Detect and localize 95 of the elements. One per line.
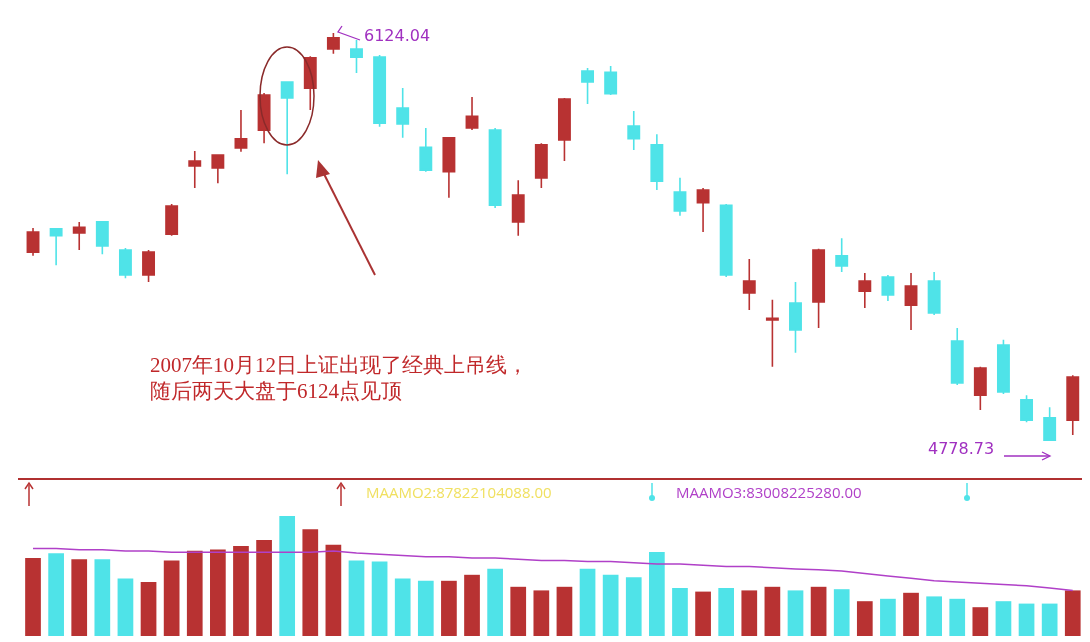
bar (625, 577, 642, 636)
bar (25, 558, 41, 636)
candlestick (742, 258, 756, 311)
bar (256, 540, 272, 636)
bar (325, 544, 342, 636)
bar (464, 574, 480, 636)
bar (1018, 603, 1035, 636)
candlestick (326, 32, 340, 55)
candlestick (488, 127, 502, 209)
candlestick (835, 237, 849, 273)
bar (649, 552, 665, 636)
candlestick (442, 136, 456, 199)
candlestick (465, 96, 479, 131)
candlestick (49, 228, 63, 266)
candlestick (1066, 374, 1080, 436)
candlestick (419, 127, 433, 173)
candlestick (604, 65, 618, 96)
candlestick (95, 221, 109, 255)
bar (48, 553, 64, 636)
bar (394, 578, 411, 636)
candlestick (927, 271, 941, 316)
bar (764, 586, 781, 636)
annotation: 6124.04 (364, 26, 431, 45)
candlestick (557, 97, 571, 162)
candlestick (373, 54, 387, 128)
candlestick (858, 272, 872, 309)
bar (186, 550, 203, 636)
bar (210, 549, 226, 636)
candlestick (650, 133, 664, 191)
candlestick (1043, 406, 1057, 442)
candlestick (280, 81, 294, 175)
bar (972, 607, 989, 636)
candlestick (627, 110, 641, 151)
candlestick (72, 221, 86, 251)
candlestick (812, 248, 826, 329)
bar (880, 598, 896, 636)
bar (903, 592, 919, 636)
annotation: 4778.73 (928, 439, 995, 458)
bar (487, 568, 503, 636)
candlestick (511, 179, 525, 237)
candlestick (188, 150, 202, 189)
bar (233, 546, 249, 636)
bar (302, 529, 319, 636)
candlestick (904, 272, 918, 331)
bar (1064, 590, 1081, 636)
bar (787, 590, 804, 636)
bar (279, 516, 296, 636)
candlestick (765, 299, 779, 368)
candlestick (350, 39, 363, 74)
bar (579, 568, 596, 636)
candlestick (950, 327, 964, 386)
candlestick (211, 153, 225, 184)
bar (695, 591, 711, 636)
candlestick (973, 365, 987, 411)
bar (348, 560, 365, 636)
candlestick (996, 339, 1010, 395)
bar (833, 589, 850, 636)
bar (1041, 603, 1058, 636)
bar (741, 590, 758, 636)
bar (163, 560, 180, 636)
bar (718, 588, 735, 636)
candlestick (26, 227, 40, 257)
candlestick (719, 203, 733, 278)
bar (371, 561, 388, 636)
candlestick (234, 109, 248, 153)
bar (140, 582, 157, 636)
bar (510, 586, 527, 636)
bar (672, 588, 688, 636)
candlestick (396, 87, 410, 139)
candlestick (673, 177, 687, 217)
bar (417, 580, 434, 636)
candlestick (118, 247, 132, 280)
bar (995, 601, 1012, 636)
candlestick (881, 274, 895, 302)
bar (949, 598, 966, 636)
candlestick (1020, 394, 1034, 424)
bar (117, 578, 134, 636)
text: MAAMO2:87822104088.00 (366, 482, 552, 502)
bar (71, 559, 88, 636)
candlestick (142, 249, 156, 283)
bar (856, 601, 873, 636)
bar (94, 559, 111, 636)
bar (810, 586, 827, 636)
bar (602, 574, 619, 636)
candlestick (165, 203, 179, 237)
bar (533, 590, 550, 636)
candlestick (581, 67, 595, 105)
text: MAAMO3:83008225280.00 (676, 482, 862, 502)
candlestick (534, 142, 548, 189)
bar (441, 580, 457, 636)
annotation: 2007年10月12日上证出现了经典上吊线，随后两天大盘于6124点见顶 (150, 352, 529, 404)
candlestick (789, 281, 802, 354)
bar (556, 586, 573, 636)
bar (926, 596, 942, 636)
candlestick (696, 187, 710, 233)
